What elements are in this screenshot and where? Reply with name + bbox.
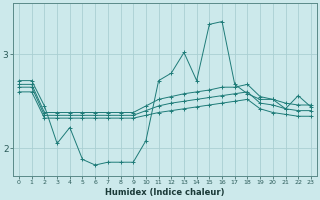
X-axis label: Humidex (Indice chaleur): Humidex (Indice chaleur) [105,188,225,197]
